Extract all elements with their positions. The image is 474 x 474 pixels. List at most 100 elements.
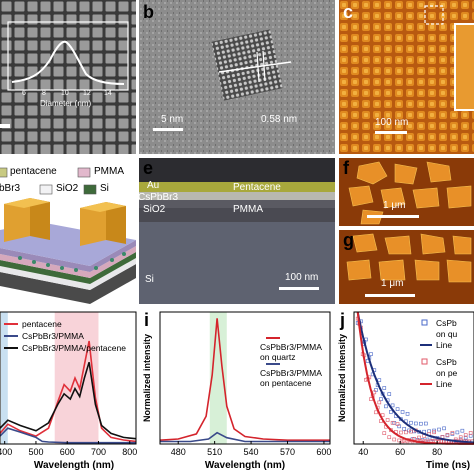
data-point [399, 430, 403, 435]
data-point [409, 420, 413, 425]
panel-c-afm-image: c 100 nm [339, 0, 474, 154]
legend-marker [421, 358, 428, 365]
label-cspbbr3: CsPbBr3 [139, 192, 179, 203]
legend-label: on pentacene [260, 378, 312, 388]
scale-bar [0, 124, 10, 128]
label-au: Au [147, 180, 160, 191]
legend-label: pentacene [22, 319, 62, 329]
panel-j-chart: 40 60 80 Time (ns) Normalized intensity CsPb o… [336, 308, 474, 474]
legend-label: on pe [436, 368, 458, 378]
data-point [379, 397, 383, 401]
data-point [377, 378, 382, 382]
legend-sio2: SiO2 [56, 183, 79, 194]
data-point [442, 426, 446, 431]
x-tick-label: 540 [244, 447, 259, 457]
data-point [458, 435, 463, 440]
data-point [382, 386, 387, 390]
data-point [455, 430, 460, 435]
scale-bar [365, 294, 415, 297]
hist-tick: 12 [83, 90, 91, 97]
plot-frame [353, 311, 474, 445]
panel-f-afm-image: f 1 μm [339, 158, 474, 226]
histogram-xlabel: Diameter (nm) [40, 99, 92, 108]
legend-pmma: PMMA [94, 166, 124, 177]
nanocrystal-dots [18, 252, 126, 272]
label-si: Si [145, 274, 154, 285]
plot-frame [159, 311, 331, 445]
label-pmma: PMMA [233, 204, 263, 215]
x-tick-label: 800 [122, 447, 137, 457]
si-layer [0, 264, 136, 304]
series-line [160, 431, 330, 443]
legend-swatch-sio2 [39, 184, 53, 195]
data-point [414, 421, 418, 426]
data-point [463, 435, 468, 440]
lattice-spacing-label: 0.58 nm [261, 114, 298, 125]
data-point [392, 437, 397, 442]
series-line [0, 361, 137, 440]
x-tick-label: 570 [280, 447, 295, 457]
panel-d-schematic: pentacene PMMA bBr3 SiO2 Si [0, 158, 136, 304]
x-tick-label: 60 [395, 447, 405, 457]
au-electrode-right [80, 202, 106, 246]
legend-label: CsPbBr3/PMMA [22, 331, 84, 341]
x-tick-label: 600 [316, 447, 331, 457]
hist-tick: 8 [42, 90, 46, 97]
zoom-inset [454, 23, 474, 111]
legend-label: Line [436, 379, 452, 389]
zoom-box [424, 5, 444, 25]
scale-label: 5 nm [161, 114, 184, 125]
data-point [450, 430, 455, 435]
label-pentacene: Pentacene [233, 182, 281, 193]
data-point [374, 410, 378, 415]
series-line [0, 340, 137, 443]
shaded-band [0, 312, 8, 444]
panel-label-c: c [343, 2, 354, 22]
data-point [400, 410, 405, 414]
legend-marker [421, 319, 428, 326]
data-point [382, 431, 387, 435]
au-layer [139, 182, 335, 192]
data-point [395, 407, 400, 411]
chart-h-svg: 400 500 600 700 800 Wavelength (nm) pentacene C… [0, 311, 137, 471]
scale-label: 1 μm [383, 200, 406, 211]
hist-tick: 14 [104, 90, 112, 97]
nanocrystal [211, 29, 283, 101]
data-point [460, 428, 465, 433]
data-point [384, 404, 388, 409]
data-point [385, 418, 390, 422]
hist-tick: 6 [22, 90, 26, 97]
panel-label-e: e [143, 158, 154, 178]
data-point [445, 433, 450, 437]
legend-label: on qu [436, 329, 458, 339]
x-tick-label: 500 [28, 447, 43, 457]
data-point [387, 435, 392, 440]
legend-swatch-pmma [77, 167, 91, 178]
data-point [437, 427, 441, 432]
data-point [404, 430, 408, 435]
label-sio2: SiO2 [143, 204, 166, 215]
legend-si: Si [100, 183, 109, 194]
data-point [369, 352, 373, 356]
data-point [390, 420, 395, 425]
scale-bar [367, 215, 419, 218]
panel-label-g: g [343, 230, 354, 250]
fit-line [356, 311, 474, 444]
series-line [159, 318, 330, 441]
data-point [432, 430, 436, 435]
data-point [424, 421, 428, 426]
x-tick-label: 40 [358, 447, 368, 457]
x-tick-label: 80 [432, 447, 442, 457]
panel-label-f: f [343, 158, 349, 178]
scale-label: 100 nm [285, 272, 319, 283]
panel-g-afm-image: g 1 μm [339, 230, 474, 304]
panel-a-tem-image: Diameter (nm) 6 8 10 12 14 [0, 0, 136, 154]
panel-b-hrtem-image: b 5 nm 0.58 nm [139, 0, 335, 154]
data-point [468, 431, 473, 435]
x-axis-label: Wavelength (nm) [34, 460, 114, 471]
data-point [377, 400, 382, 405]
data-point [389, 410, 393, 414]
data-point [397, 438, 402, 443]
histogram-frame [7, 21, 129, 91]
